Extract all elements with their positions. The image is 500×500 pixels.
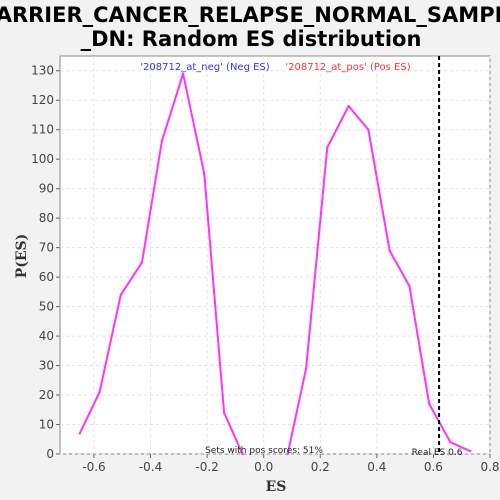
data-point <box>222 411 226 414</box>
y-tick-label: 0 <box>46 447 54 461</box>
y-tick-label: 100 <box>31 152 54 166</box>
y-tick-label: 130 <box>31 64 54 78</box>
data-point <box>326 146 329 149</box>
x-axis-ticks: -0.6 -0.4 -0.2 0.0 0.2 0.4 0.6 0.8 <box>82 454 500 474</box>
x-tick-label: 0.4 <box>367 460 386 474</box>
chart-title-line2: _DN: Random ES distribution <box>81 27 422 51</box>
data-point <box>119 293 123 296</box>
y-tick-label: 70 <box>39 241 54 255</box>
plot-area <box>59 55 491 455</box>
data-point <box>140 261 144 264</box>
data-point <box>286 452 289 456</box>
legend-neg-label: '208712_at_neg' (Neg ES) <box>140 62 269 73</box>
y-axis-label: P(ES) <box>14 234 30 279</box>
data-point <box>468 449 472 453</box>
data-point <box>408 284 411 288</box>
x-tick-label: 0.2 <box>311 460 330 474</box>
data-point <box>160 140 164 143</box>
data-point <box>347 104 350 108</box>
y-tick-label: 20 <box>39 388 54 402</box>
y-tick-label: 60 <box>39 270 54 284</box>
data-point <box>78 432 82 435</box>
y-tick-label: 120 <box>31 93 54 107</box>
x-tick-label: 0.8 <box>480 460 499 474</box>
data-point <box>241 452 244 456</box>
x-tick-label: 0.0 <box>254 460 273 474</box>
data-point <box>388 249 391 252</box>
y-tick-label: 50 <box>39 300 54 314</box>
x-tick-label: -0.2 <box>195 460 218 474</box>
y-axis-ticks: 0 10 20 30 40 50 60 70 80 90 100 110 120 130 <box>31 64 60 461</box>
x-tick-label: -0.6 <box>82 460 105 474</box>
pos-scores-text: Sets with pos scores: 51% <box>205 446 323 456</box>
grid <box>60 56 491 455</box>
data-point <box>98 390 101 394</box>
x-tick-label: -0.4 <box>139 460 162 474</box>
chart-title-line1: BARRIER_CANCER_RELAPSE_NORMAL_SAMPLE <box>0 3 500 27</box>
data-point <box>181 72 185 75</box>
x-tick-label: 0.6 <box>424 460 443 474</box>
data-point <box>449 441 452 444</box>
x-axis-label: ES <box>266 479 287 495</box>
data-point <box>304 367 308 370</box>
y-tick-label: 40 <box>39 329 54 343</box>
y-tick-label: 80 <box>39 211 54 225</box>
y-tick-label: 90 <box>39 182 54 196</box>
data-point <box>367 128 370 131</box>
y-tick-label: 30 <box>39 359 54 373</box>
data-point <box>427 402 431 406</box>
y-tick-label: 110 <box>31 123 54 137</box>
y-tick-label: 10 <box>39 418 54 432</box>
real-es-label: Real ES 0.6 <box>412 448 463 458</box>
legend-pos-label: '208712_at_pos' (Pos ES) <box>285 62 410 73</box>
data-point <box>203 172 206 176</box>
